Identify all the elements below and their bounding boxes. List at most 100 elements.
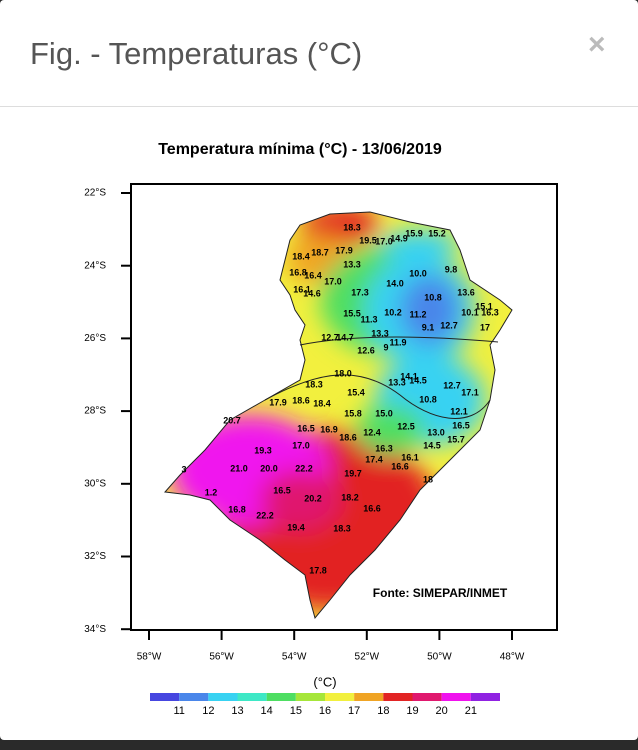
station-value: 14.5 bbox=[423, 440, 441, 450]
stations: 18.318.7 17.919.517.014.915.9 15.218.413.3… bbox=[181, 222, 498, 575]
colorbar-segment bbox=[208, 693, 238, 701]
colorbar-tick-label: 20 bbox=[436, 705, 448, 717]
axes: 22°S 24°S 26°S 28°S 30°S 32°S 34°S 58°W 56°W 54°W… bbox=[84, 188, 525, 663]
station-value: 10.8 bbox=[419, 394, 437, 404]
station-value: 12.6 bbox=[357, 345, 375, 355]
station-value: 9 bbox=[383, 342, 388, 352]
station-value: 19.4 bbox=[287, 522, 305, 532]
lat-tick-label: 26°S bbox=[84, 333, 106, 344]
station-value: 10.0 bbox=[409, 268, 427, 278]
station-value: 19.7 bbox=[344, 468, 362, 478]
colorbar-tick-label: 13 bbox=[231, 705, 243, 717]
station-value: 11.2 bbox=[409, 309, 426, 319]
station-value: 18.6 bbox=[292, 395, 310, 405]
separator bbox=[0, 106, 638, 107]
station-value: 16.8 bbox=[228, 504, 246, 514]
station-value: 15.7 bbox=[447, 434, 465, 444]
station-value: 16.9 bbox=[320, 424, 338, 434]
station-value: 15.9 bbox=[405, 228, 423, 238]
station-value: 15.2 bbox=[428, 228, 446, 238]
station-value: 16.5 bbox=[273, 485, 291, 495]
station-value: 12.5 bbox=[397, 421, 415, 431]
station-value: 19.3 bbox=[254, 445, 272, 455]
station-value: 12.7 bbox=[443, 380, 461, 390]
lon-tick-label: 48°W bbox=[500, 652, 525, 663]
station-value: 14.1 bbox=[400, 371, 418, 381]
station-value: 16.5 bbox=[297, 423, 315, 433]
station-value: 15.0 bbox=[375, 408, 393, 418]
station-value: 18.6 bbox=[339, 432, 357, 442]
colorbar-segment bbox=[266, 693, 296, 701]
station-value: 17.0 bbox=[375, 236, 393, 246]
lon-tick-label: 54°W bbox=[282, 652, 307, 663]
station-value: 14.9 bbox=[390, 233, 408, 243]
source-note: Fonte: SIMEPAR/INMET bbox=[373, 586, 508, 600]
lon-tick-label: 52°W bbox=[355, 652, 380, 663]
station-value: 16.1 bbox=[293, 284, 311, 294]
colorbar-segment bbox=[354, 693, 384, 701]
station-value: 13.0 bbox=[427, 427, 445, 437]
station-value: 17.4 bbox=[365, 454, 383, 464]
station-value: 17.9 bbox=[335, 245, 353, 255]
lon-tick-label: 56°W bbox=[209, 652, 234, 663]
colorbar-tick-label: 19 bbox=[406, 705, 418, 717]
colorbar-tick-label: 12 bbox=[202, 705, 214, 717]
modal-title: Fig. - Temperaturas (°C) bbox=[30, 36, 363, 71]
lat-tick-label: 28°S bbox=[84, 406, 106, 417]
lon-tick-label: 50°W bbox=[427, 652, 452, 663]
station-value: 10.8 bbox=[424, 292, 442, 302]
station-value: 17.0 bbox=[324, 276, 342, 286]
colorbar-segment bbox=[470, 693, 500, 701]
station-value: 10.2 bbox=[384, 307, 402, 317]
map-frame bbox=[130, 183, 558, 631]
station-value: 13.6 bbox=[457, 287, 475, 297]
colorbar-tick-label: 14 bbox=[261, 705, 273, 717]
station-value: 17 bbox=[480, 322, 490, 332]
colorbar-segment bbox=[179, 693, 209, 701]
colorbar-segment bbox=[383, 693, 413, 701]
colorbar-tick-label: 18 bbox=[377, 705, 389, 717]
station-value: 10.1 bbox=[461, 307, 479, 317]
station-value: 20.7 bbox=[223, 415, 241, 425]
station-value: 14.7 bbox=[336, 332, 354, 342]
station-value: 12.7 bbox=[440, 320, 458, 330]
colorbar-segment bbox=[412, 693, 442, 701]
station-value: 18 bbox=[423, 474, 433, 484]
station-value: 12.1 bbox=[450, 406, 468, 416]
station-value: 17.3 bbox=[351, 287, 369, 297]
station-value: 13.3 bbox=[388, 377, 406, 387]
station-value: 18.3 bbox=[343, 222, 361, 232]
station-value: 18.3 bbox=[333, 523, 351, 533]
state-borders bbox=[163, 211, 513, 620]
station-value: 3 bbox=[181, 464, 186, 474]
station-value: 16.5 bbox=[452, 420, 470, 430]
station-value: 20.2 bbox=[304, 493, 322, 503]
colorbar-segment bbox=[325, 693, 355, 701]
station-value: 17.8 bbox=[309, 565, 327, 575]
colorbar-tick-label: 11 bbox=[173, 705, 184, 717]
station-value: 17.9 bbox=[269, 397, 287, 407]
station-value: 18.7 bbox=[311, 247, 329, 257]
station-value: 13.3 bbox=[343, 259, 361, 269]
station-value: 22.2 bbox=[256, 510, 274, 520]
station-value: 11.9 bbox=[389, 337, 406, 347]
station-value: 13.3 bbox=[371, 328, 389, 338]
colorbar-unit: (°C) bbox=[313, 674, 336, 689]
station-value: 14.5 bbox=[409, 375, 427, 385]
station-value: 18.3 bbox=[305, 379, 323, 389]
lat-tick-label: 34°S bbox=[84, 624, 106, 635]
station-value: 17.0 bbox=[292, 440, 310, 450]
station-value: 15.5 bbox=[343, 308, 361, 318]
station-value: 15.8 bbox=[344, 408, 362, 418]
close-button[interactable]: × bbox=[588, 28, 606, 61]
lat-tick-label: 32°S bbox=[84, 551, 106, 562]
colorbar-tick-label: 16 bbox=[319, 705, 331, 717]
station-value: 16.3 bbox=[481, 307, 499, 317]
colorbar-tick-label: 15 bbox=[290, 705, 302, 717]
station-value: 1.2 bbox=[205, 487, 218, 497]
colorbar-segment bbox=[150, 693, 180, 701]
station-value: 22.2 bbox=[295, 463, 313, 473]
station-value: 20.0 bbox=[260, 463, 278, 473]
